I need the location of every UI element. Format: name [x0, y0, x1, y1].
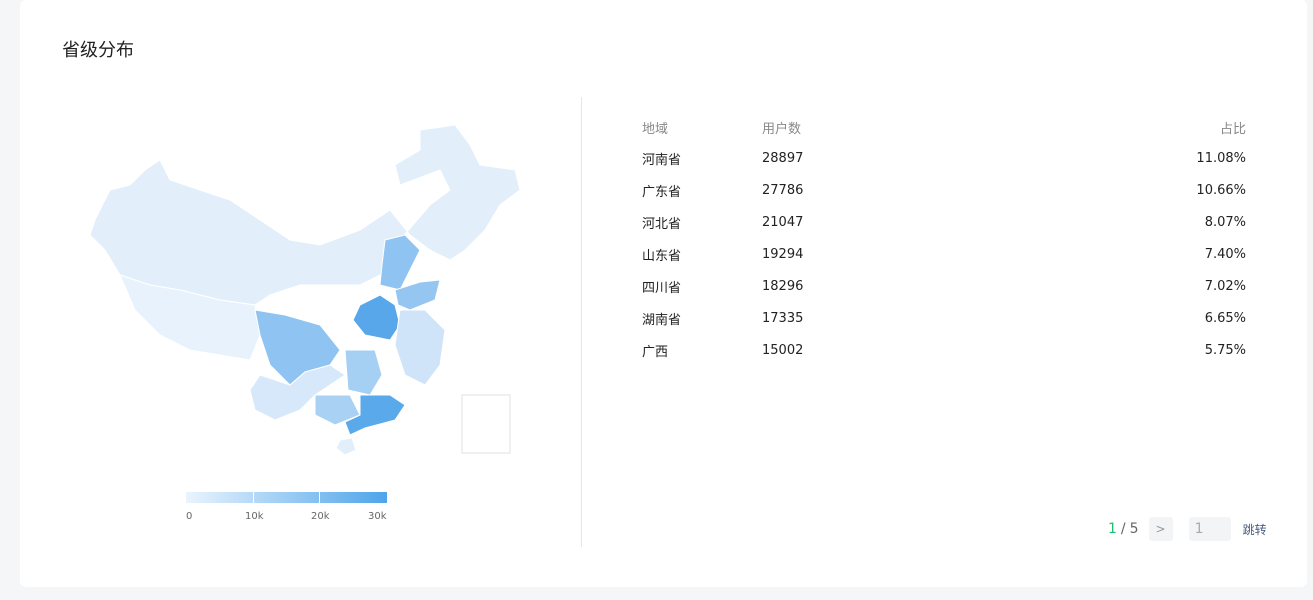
china-map[interactable] [60, 110, 530, 460]
cell-region: 河南省 [642, 152, 682, 168]
province-henan[interactable] [352, 294, 401, 341]
jump-button[interactable]: 跳转 [1242, 522, 1267, 537]
province-shandong[interactable] [394, 279, 441, 311]
region-north-northeast[interactable] [89, 124, 521, 306]
cell-ratio: 6.65% [1204, 310, 1246, 326]
table-row: 河北省 21047 8.07% [642, 206, 1246, 238]
current-page: 1 [1108, 521, 1117, 537]
legend-gradient-bar [186, 492, 387, 503]
cell-users: 27786 [762, 182, 804, 198]
cell-ratio: 7.40% [1204, 246, 1246, 262]
cell-region: 广西 [642, 344, 669, 360]
cell-ratio: 7.02% [1204, 278, 1246, 294]
cell-ratio: 5.75% [1204, 342, 1246, 358]
table-row: 湖南省 17335 6.65% [642, 302, 1246, 334]
cell-users: 17335 [762, 310, 804, 326]
cell-users: 28897 [762, 150, 804, 166]
table-row: 广东省 27786 10.66% [642, 174, 1246, 206]
region-southwest[interactable] [249, 364, 346, 421]
cell-region: 四川省 [642, 280, 682, 296]
legend-tick: 20k [311, 511, 330, 522]
chevron-right-icon: > [1155, 522, 1166, 536]
table-row: 四川省 18296 7.02% [642, 270, 1246, 302]
legend-tick: 30k [368, 511, 387, 522]
province-guangdong[interactable] [344, 394, 406, 436]
south-china-sea-inset [461, 394, 511, 454]
cell-users: 21047 [762, 214, 804, 230]
province-guangxi[interactable] [314, 394, 361, 426]
cell-ratio: 11.08% [1196, 150, 1246, 166]
header-region: 地域 [642, 121, 669, 137]
legend-tick: 10k [245, 511, 264, 522]
table-row: 河南省 28897 11.08% [642, 142, 1246, 174]
pagination: 1 / 5 > 跳转 [1108, 517, 1267, 541]
jump-page-input[interactable] [1188, 517, 1231, 541]
province-table: 地域 用户数 占比 河南省 28897 11.08% 广东省 27786 10.66% 河北… [642, 112, 1246, 366]
next-page-button[interactable]: > [1148, 517, 1173, 541]
header-ratio: 占比 [1219, 121, 1246, 137]
cell-users: 19294 [762, 246, 804, 262]
total-pages: 5 [1129, 521, 1139, 537]
divider [581, 97, 582, 547]
table-row: 广西 15002 5.75% [642, 334, 1246, 366]
cell-users: 15002 [762, 342, 804, 358]
table-row: 山东省 19294 7.40% [642, 238, 1246, 270]
legend-tick: 0 [186, 511, 193, 522]
province-hainan[interactable] [335, 437, 357, 456]
cell-region: 河北省 [642, 216, 682, 232]
region-west[interactable] [119, 274, 261, 361]
header-users: 用户数 [762, 121, 802, 137]
province-east[interactable] [394, 309, 446, 386]
cell-region: 山东省 [642, 248, 682, 264]
cell-users: 18296 [762, 278, 804, 294]
cell-region: 广东省 [642, 184, 682, 200]
map-legend: 0 10k 20k 30k [186, 492, 387, 527]
province-distribution-card: 省级分布 0 10k 20k 30k [20, 0, 1307, 587]
cell-region: 湖南省 [642, 312, 682, 328]
province-hebei[interactable] [379, 234, 421, 291]
province-hunan[interactable] [344, 349, 383, 396]
cell-ratio: 8.07% [1204, 214, 1246, 230]
card-title: 省级分布 [62, 40, 134, 61]
cell-ratio: 10.66% [1196, 182, 1246, 198]
page-separator: / [1120, 521, 1126, 537]
